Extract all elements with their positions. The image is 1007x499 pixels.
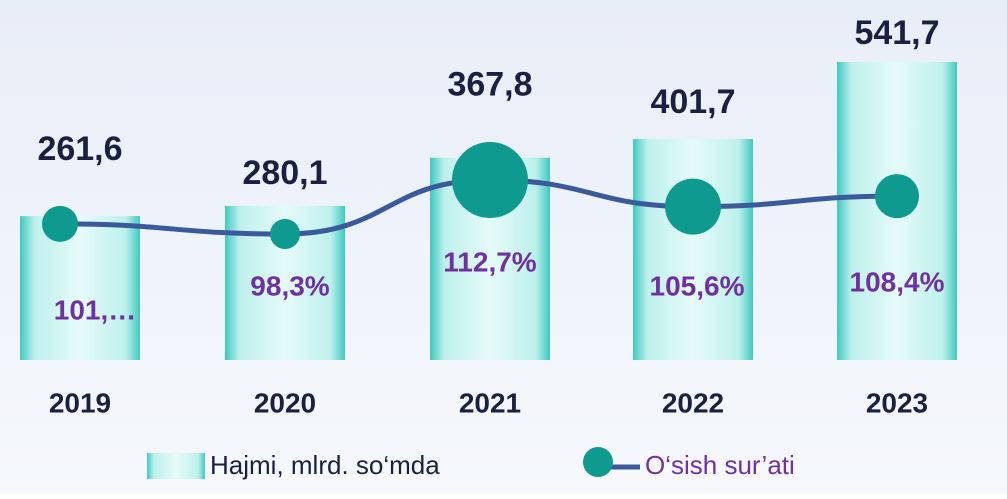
x-tick-label: 2021 xyxy=(459,387,521,418)
bar-value-label: 261,6 xyxy=(37,130,122,168)
growth-value-label: 112,7% xyxy=(443,246,537,277)
bar xyxy=(633,139,753,360)
legend: Hajmi, mlrd. so‘mda O‘sish sur’ati xyxy=(147,447,795,480)
growth-marker xyxy=(42,205,78,242)
bar-value-label: 401,7 xyxy=(650,83,735,121)
legend-label: O‘sish sur’ati xyxy=(645,450,795,480)
bar-value-label: 280,1 xyxy=(242,154,327,192)
legend-swatch-bar xyxy=(147,453,205,479)
bar-value-label: 367,8 xyxy=(447,66,532,104)
x-tick-label: 2019 xyxy=(49,387,111,418)
growth-marker xyxy=(665,178,721,235)
bar-value-label: 541,7 xyxy=(854,14,939,52)
growth-marker xyxy=(875,174,919,219)
growth-marker xyxy=(270,219,300,249)
growth-value-label: 105,6% xyxy=(650,270,745,301)
x-tick-label: 2023 xyxy=(866,387,928,418)
x-tick-label: 2022 xyxy=(662,387,724,418)
growth-value-label: 101,… xyxy=(54,294,137,325)
legend-label: Hajmi, mlrd. so‘mda xyxy=(210,450,440,480)
growth-marker xyxy=(452,142,528,218)
growth-value-label: 108,4% xyxy=(850,266,945,297)
legend-swatch-marker xyxy=(583,447,613,477)
growth-value-label: 98,3% xyxy=(250,270,329,301)
x-tick-label: 2020 xyxy=(254,387,316,418)
bar xyxy=(20,216,140,360)
